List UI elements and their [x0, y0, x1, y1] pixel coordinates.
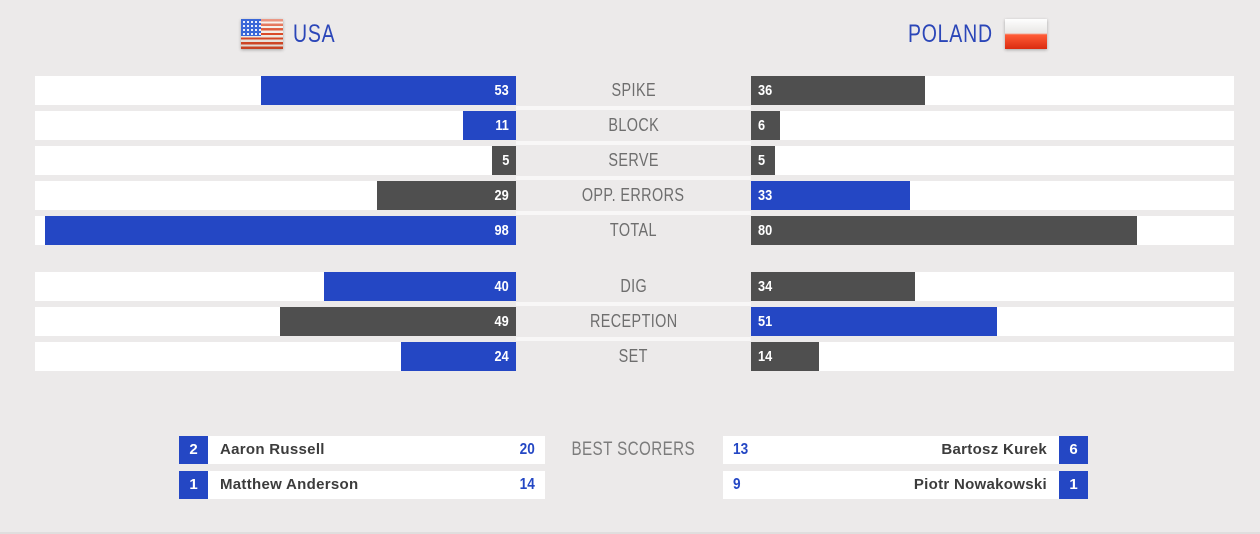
poland-bar-track: 36 [751, 76, 1234, 105]
usa-scorer-1-name: Aaron Russell [220, 441, 325, 458]
label-column-divider [516, 106, 751, 110]
usa-bar-value: 24 [494, 348, 509, 365]
poland-scorer-1-points: 13 [733, 441, 749, 458]
poland-scorer-2-points: 9 [733, 476, 741, 493]
team-poland-name-text: POLAND [908, 20, 993, 48]
usa-scorer-2-name: Matthew Anderson [220, 476, 359, 493]
team-usa-name-text: USA [293, 20, 336, 48]
usa-bar: 40 [323, 272, 516, 301]
poland-scorer-row-1: 13 Bartosz Kurek 6 [723, 436, 1088, 464]
stat-row-reception: 49 RECEPTION 51 [0, 307, 1260, 336]
stat-row-opp-errors: 29 OPP. ERRORS 33 [0, 181, 1260, 210]
poland-bar-track: 5 [751, 146, 1234, 175]
best-scorers-label-text: BEST SCORERS [571, 439, 696, 460]
usa-bar: 5 [491, 146, 516, 175]
poland-scorer-1-body: 13 Bartosz Kurek [723, 436, 1059, 464]
usa-scorer-1-jersey-number: 2 [179, 436, 208, 464]
usa-scorer-row-1: 2 Aaron Russell 20 [179, 436, 545, 464]
usa-bar: 29 [376, 181, 516, 210]
usa-flag-icon [241, 19, 283, 49]
poland-bar-track: 6 [751, 111, 1234, 140]
usa-scorer-2-jersey-number: 1 [179, 471, 208, 499]
usa-scorer-2-points: 14 [519, 476, 535, 493]
usa-bar-value: 29 [494, 187, 509, 204]
best-scorers-label: BEST SCORERS [516, 436, 751, 464]
poland-bar-value: 36 [758, 82, 773, 99]
poland-bar: 33 [751, 181, 911, 210]
poland-bar: 34 [751, 272, 916, 301]
poland-flag-icon [1005, 19, 1047, 49]
team-poland-name: POLAND [884, 19, 993, 50]
stat-row-set: 24 SET 14 [0, 342, 1260, 371]
poland-scorer-row-2: 9 Piotr Nowakowski 1 [723, 471, 1088, 499]
poland-bar: 5 [751, 146, 776, 175]
usa-bar: 49 [280, 307, 516, 336]
poland-bar-value: 5 [758, 152, 766, 169]
poland-bar-track: 34 [751, 272, 1234, 301]
poland-bar-track: 33 [751, 181, 1234, 210]
usa-bar-track: 11 [35, 111, 516, 140]
usa-bar-value: 5 [501, 152, 509, 169]
usa-bar-value: 11 [495, 117, 509, 134]
poland-scorer-2-name: Piotr Nowakowski [913, 476, 1047, 493]
stat-label: TOTAL [609, 220, 658, 240]
label-column-divider [516, 337, 751, 341]
poland-scorer-1-name: Bartosz Kurek [941, 441, 1047, 458]
poland-bar: 6 [751, 111, 780, 140]
poland-bar-track: 51 [751, 307, 1234, 336]
poland-bar: 36 [751, 76, 925, 105]
stat-label: BLOCK [608, 115, 659, 135]
usa-bar: 11 [463, 111, 516, 140]
poland-bar: 51 [751, 307, 998, 336]
poland-bar-value: 34 [758, 278, 773, 295]
poland-bar-value: 51 [758, 313, 773, 330]
usa-scorer-row-2: 1 Matthew Anderson 14 [179, 471, 545, 499]
label-column-divider [516, 302, 751, 306]
poland-scorer-2-body: 9 Piotr Nowakowski [723, 471, 1059, 499]
usa-bar-track: 49 [35, 307, 516, 336]
usa-bar: 53 [261, 76, 516, 105]
usa-bar-value: 98 [494, 222, 509, 239]
poland-bar: 80 [751, 216, 1138, 245]
stat-label: SPIKE [611, 80, 656, 100]
stat-row-spike: 53 SPIKE 36 [0, 76, 1260, 105]
usa-bar-value: 40 [494, 278, 509, 295]
usa-bar-track: 29 [35, 181, 516, 210]
poland-bar-value: 6 [758, 117, 766, 134]
stat-row-total: 98 TOTAL 80 [0, 216, 1260, 245]
stat-row-block: 11 BLOCK 6 [0, 111, 1260, 140]
usa-scorer-1-points: 20 [519, 441, 535, 458]
stat-label: OPP. ERRORS [582, 185, 685, 205]
usa-bar: 24 [400, 342, 516, 371]
stat-row-serve: 5 SERVE 5 [0, 146, 1260, 175]
usa-bar-track: 5 [35, 146, 516, 175]
stat-label: SERVE [608, 150, 659, 170]
label-column-divider [516, 211, 751, 215]
poland-scorer-1-jersey-number: 6 [1059, 436, 1088, 464]
stat-label: SET [618, 346, 649, 366]
poland-bar: 14 [751, 342, 819, 371]
usa-bar-track: 24 [35, 342, 516, 371]
poland-bar-value: 80 [758, 222, 773, 239]
poland-bar-value: 33 [758, 187, 773, 204]
usa-scorer-2-body: Matthew Anderson 14 [208, 471, 545, 499]
stat-label: RECEPTION [589, 311, 678, 331]
usa-scorer-1-body: Aaron Russell 20 [208, 436, 545, 464]
label-column-divider [516, 176, 751, 180]
usa-bar: 98 [44, 216, 516, 245]
stat-row-dig: 40 DIG 34 [0, 272, 1260, 301]
usa-bar-track: 40 [35, 272, 516, 301]
usa-bar-track: 98 [35, 216, 516, 245]
poland-bar-track: 80 [751, 216, 1234, 245]
team-usa-name: USA [293, 19, 347, 50]
usa-bar-track: 53 [35, 76, 516, 105]
label-column-divider [516, 141, 751, 145]
poland-bar-value: 14 [758, 348, 773, 365]
usa-bar-value: 49 [494, 313, 509, 330]
poland-bar-track: 14 [751, 342, 1234, 371]
usa-bar-value: 53 [494, 82, 509, 99]
poland-scorer-2-jersey-number: 1 [1059, 471, 1088, 499]
stat-label: DIG [620, 276, 647, 296]
